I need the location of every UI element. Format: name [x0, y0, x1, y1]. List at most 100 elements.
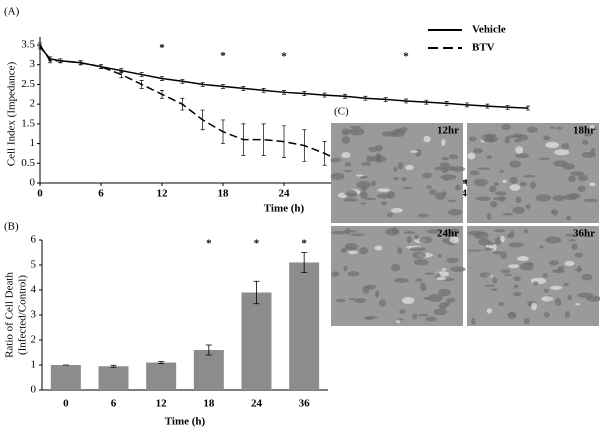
cell [590, 147, 596, 155]
cell [523, 317, 530, 325]
x-tick-label: 0 [63, 398, 69, 410]
y-axis-label: (Infected/Control) [17, 275, 29, 355]
cell [355, 174, 364, 177]
cell [477, 167, 491, 170]
cell [502, 179, 507, 184]
significance-marker: * [281, 51, 287, 63]
micrograph-label: 18hr [573, 125, 595, 137]
cell [330, 172, 345, 180]
cell [415, 148, 422, 157]
cell [364, 197, 377, 201]
cell [354, 298, 367, 304]
error-bar [110, 364, 117, 368]
micrograph-label: 12hr [437, 125, 459, 137]
cell [565, 233, 578, 237]
cell [433, 308, 448, 316]
cell [450, 266, 466, 273]
cell [447, 209, 463, 216]
x-tick-label: 12 [157, 188, 169, 200]
cell [350, 233, 365, 237]
cell [390, 208, 403, 213]
bar [193, 350, 224, 390]
cell [420, 282, 426, 286]
cell [484, 284, 496, 287]
cell [393, 166, 398, 173]
y-tick-label: 0.5 [21, 157, 35, 169]
cell [571, 243, 578, 251]
cell [567, 294, 572, 301]
cell [360, 202, 367, 205]
cell [471, 318, 476, 325]
cell [575, 303, 581, 306]
cell [360, 191, 368, 199]
cell [374, 245, 383, 251]
cell [563, 282, 569, 287]
cell [376, 193, 391, 199]
cell [515, 146, 523, 154]
cell [380, 201, 388, 206]
cell [335, 298, 346, 303]
cell [550, 126, 555, 130]
cell [513, 276, 521, 282]
cell [344, 169, 354, 173]
significance-marker: * [159, 42, 165, 54]
cell [504, 273, 513, 277]
cell [448, 154, 459, 160]
cell [504, 136, 511, 140]
cell [393, 176, 399, 181]
bar [241, 292, 272, 390]
cell [498, 302, 505, 307]
micrograph [467, 226, 600, 326]
micrograph [330, 123, 466, 223]
cell [349, 127, 365, 136]
y-tick-label: 3 [30, 58, 36, 70]
cell [561, 143, 570, 150]
cell [358, 247, 369, 255]
cell [390, 263, 401, 272]
cell [517, 134, 529, 141]
cell [515, 153, 530, 159]
significance-marker: * [206, 238, 212, 250]
cell [583, 133, 593, 137]
micrograph [467, 123, 599, 223]
cell [523, 174, 536, 178]
y-tick-label: 2 [30, 98, 36, 110]
cell [341, 152, 351, 159]
cell [515, 196, 522, 204]
cell [543, 135, 551, 141]
y-tick-label: 0 [31, 384, 37, 396]
y-tick-label: 3 [31, 309, 37, 321]
cell [434, 192, 446, 200]
cell [539, 245, 544, 249]
cell [502, 212, 514, 216]
error-bar [253, 280, 260, 305]
cell [412, 313, 418, 320]
error-bar [99, 64, 103, 70]
cell [391, 227, 398, 235]
cell [397, 246, 403, 255]
y-tick-label: 4 [31, 284, 37, 296]
cell [442, 166, 457, 171]
cell [511, 314, 517, 317]
cell [500, 235, 505, 243]
cell [426, 229, 440, 234]
cell [437, 253, 442, 258]
cell [340, 247, 347, 253]
cell [504, 139, 511, 144]
cell [410, 150, 419, 153]
cell [545, 141, 559, 148]
cell [530, 302, 537, 311]
cell [386, 212, 394, 218]
cell [401, 177, 407, 182]
bar [98, 366, 129, 390]
cell [512, 206, 526, 214]
cell [414, 258, 429, 266]
cell [509, 230, 515, 239]
significance-marker: * [403, 51, 409, 63]
cell [415, 278, 423, 282]
cell [341, 136, 351, 144]
cell [577, 174, 588, 182]
cell [507, 135, 520, 139]
cell [362, 285, 370, 294]
